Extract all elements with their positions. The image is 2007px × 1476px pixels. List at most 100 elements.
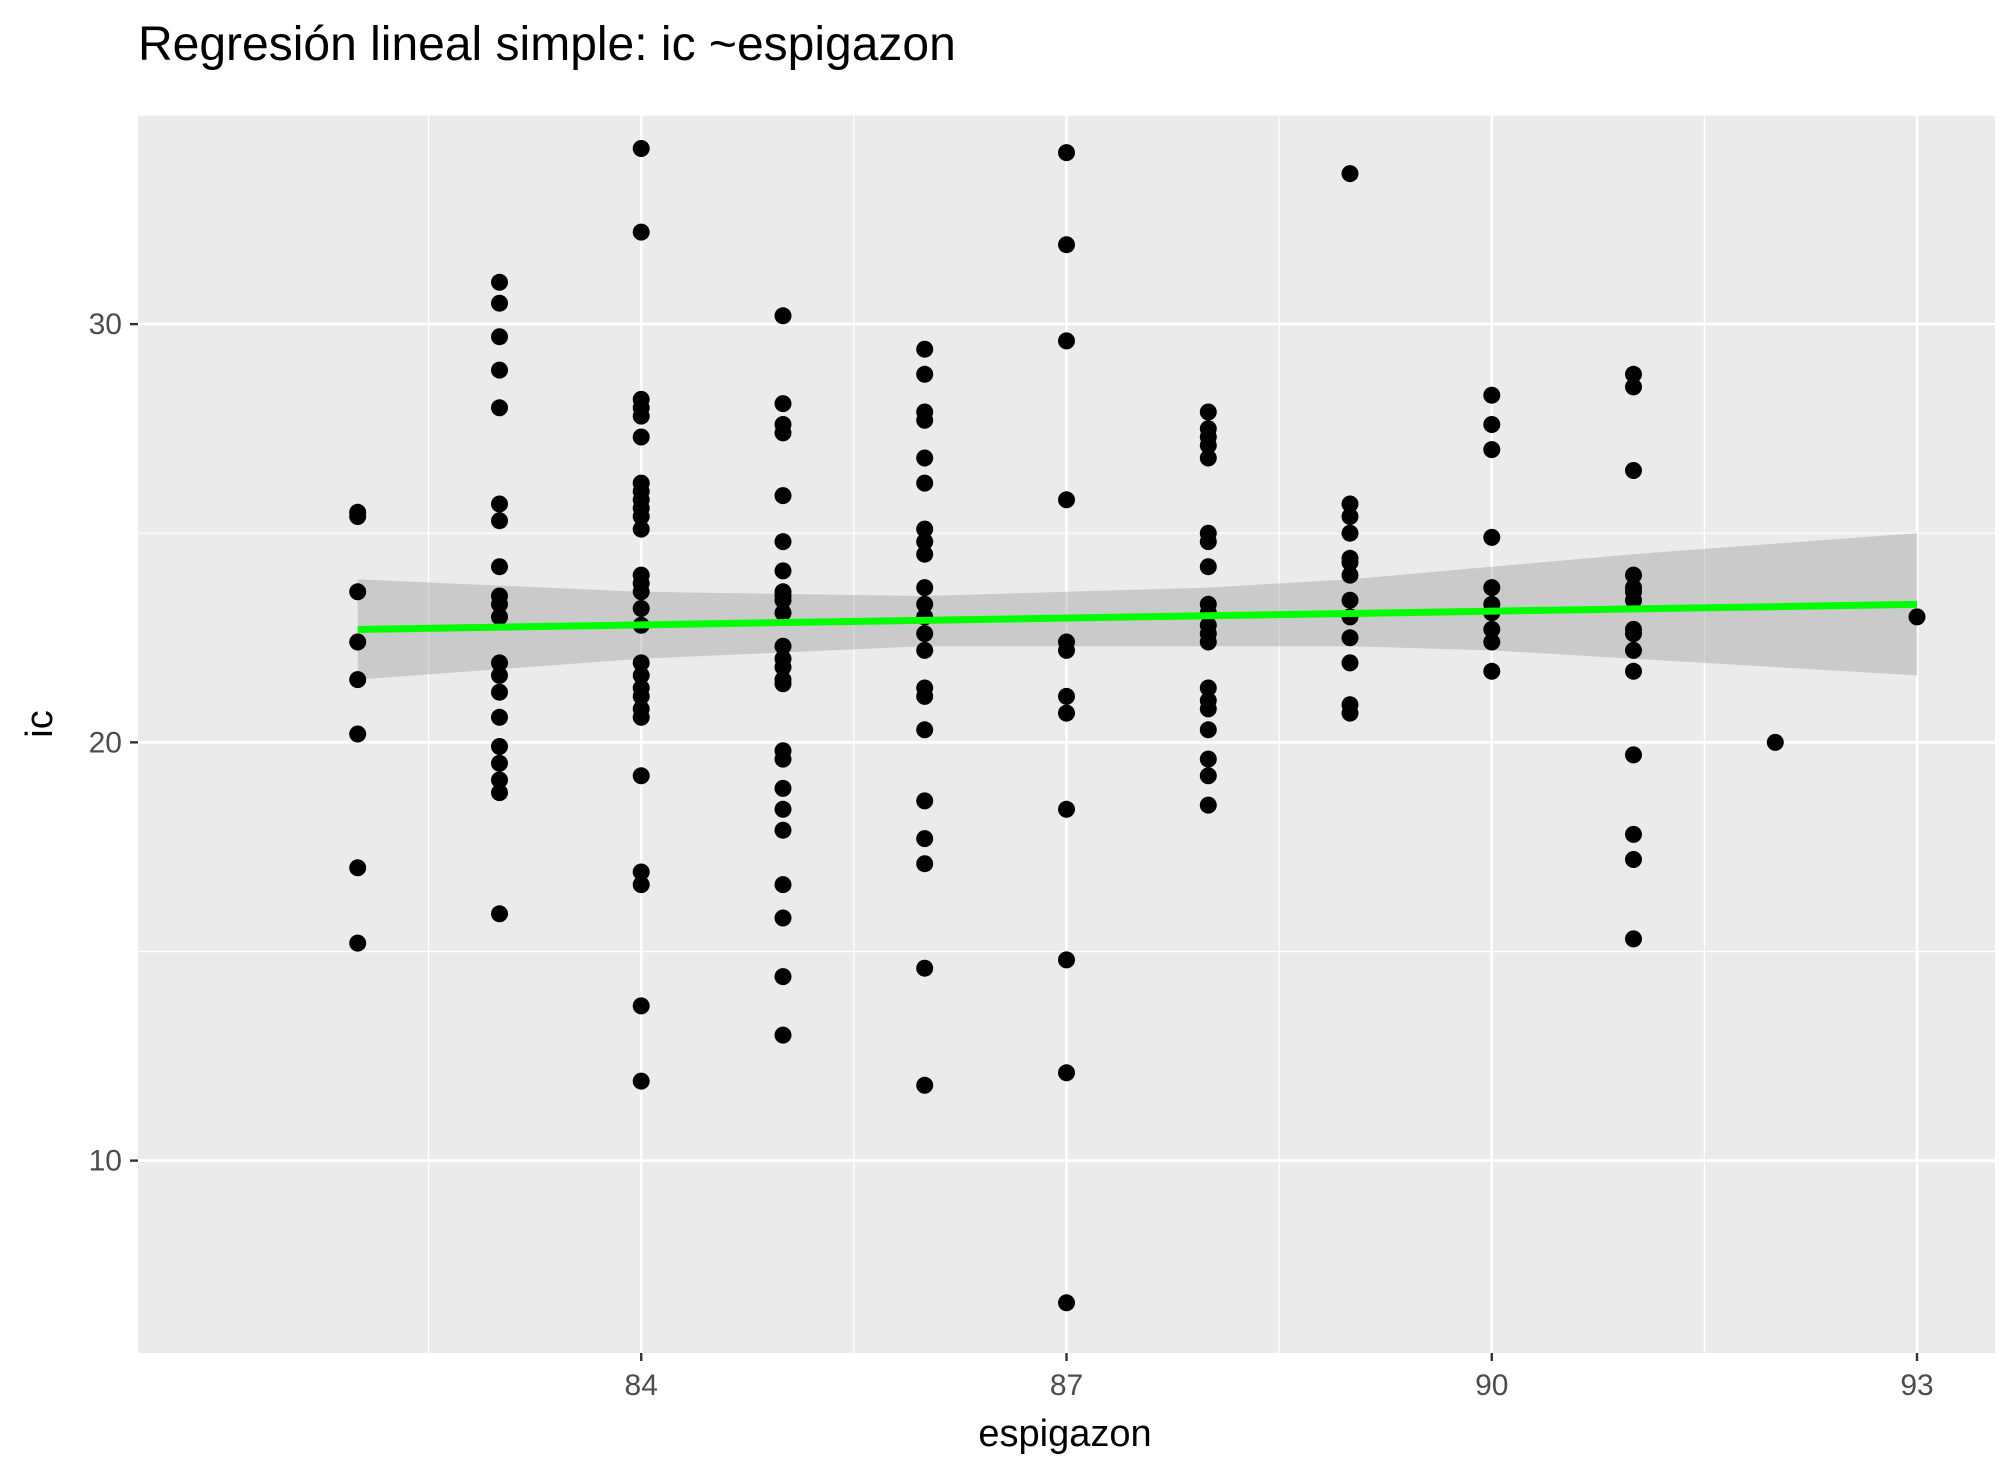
data-point <box>774 591 792 609</box>
data-point <box>1483 579 1501 597</box>
data-point <box>774 658 792 676</box>
x-tick-label: 93 <box>1900 1369 1933 1402</box>
data-point <box>349 859 367 877</box>
regression-line <box>357 600 1918 633</box>
data-point <box>1483 633 1501 651</box>
data-point <box>916 533 934 551</box>
data-point <box>1199 436 1217 454</box>
data-point <box>774 487 792 505</box>
data-point <box>1341 495 1359 513</box>
data-point <box>349 934 367 952</box>
data-point <box>632 583 650 601</box>
data-point <box>1483 386 1501 404</box>
y-axis-ticks: 10 20 30 <box>89 308 138 1178</box>
data-point <box>1341 566 1359 584</box>
data-point <box>632 600 650 617</box>
data-point <box>1199 533 1217 551</box>
data-point <box>774 395 792 413</box>
data-point <box>491 361 508 379</box>
x-axis-ticks: 84 87 90 93 <box>625 1353 1934 1402</box>
data-point <box>1766 733 1784 751</box>
x-tick-label: 84 <box>625 1369 658 1402</box>
data-point <box>774 424 792 442</box>
data-point <box>1199 796 1217 814</box>
data-point <box>491 328 508 346</box>
data-point <box>916 1076 934 1094</box>
data-point <box>632 654 650 672</box>
data-point <box>916 411 934 429</box>
data-point <box>632 428 650 446</box>
data-point <box>349 725 367 743</box>
data-point <box>1341 524 1359 542</box>
data-point <box>1058 491 1075 509</box>
data-point <box>916 792 934 810</box>
data-point <box>1625 365 1642 383</box>
data-point <box>349 508 367 525</box>
data-point <box>632 508 650 525</box>
data-point <box>632 407 650 425</box>
data-point <box>349 583 367 601</box>
data-point <box>1058 1064 1075 1082</box>
data-point <box>349 671 367 689</box>
data-point <box>916 520 934 538</box>
data-point <box>491 784 508 802</box>
data-point <box>632 876 650 894</box>
data-point <box>1199 558 1217 576</box>
data-point <box>1341 554 1359 571</box>
data-point <box>1483 441 1501 459</box>
data-point <box>632 708 650 726</box>
data-point <box>1058 687 1075 705</box>
data-point <box>1199 721 1217 739</box>
data-point <box>774 821 792 839</box>
data-point <box>1625 625 1642 643</box>
y-tick-label: 30 <box>89 308 122 341</box>
data-point <box>916 959 934 977</box>
data-points <box>349 140 1926 1312</box>
data-point <box>774 1026 792 1044</box>
data-point <box>491 558 508 576</box>
data-point <box>1058 800 1075 818</box>
data-point <box>632 666 650 684</box>
data-point <box>1199 633 1217 651</box>
data-point <box>632 1072 650 1090</box>
data-point <box>1908 608 1926 626</box>
data-point <box>774 779 792 797</box>
data-point <box>491 654 508 672</box>
confidence-band <box>357 533 1918 680</box>
data-point <box>632 997 650 1015</box>
data-point <box>632 767 650 785</box>
data-point <box>491 666 508 684</box>
y-tick-label: 10 <box>89 1145 122 1178</box>
data-point <box>491 754 508 772</box>
data-point <box>491 683 508 701</box>
data-point <box>1625 591 1642 609</box>
data-point <box>632 863 650 881</box>
data-point <box>916 721 934 739</box>
data-point <box>1341 508 1359 525</box>
data-point <box>491 771 508 789</box>
x-axis-label: espigazon <box>978 1413 1151 1455</box>
data-point <box>916 687 934 705</box>
data-point <box>1625 462 1642 479</box>
data-point <box>1625 662 1642 680</box>
data-point <box>916 474 934 492</box>
data-point <box>1625 746 1642 764</box>
x-tick-label: 90 <box>1475 1369 1508 1402</box>
data-point <box>774 675 792 693</box>
data-point <box>1199 403 1217 421</box>
data-point <box>1625 825 1642 843</box>
data-point <box>1625 641 1642 659</box>
data-point <box>491 294 508 312</box>
data-point <box>774 909 792 927</box>
data-point <box>1199 750 1217 768</box>
data-point <box>774 533 792 551</box>
data-point <box>1058 236 1075 254</box>
data-point <box>1483 662 1501 680</box>
data-point <box>1625 851 1642 868</box>
data-point <box>1199 679 1217 697</box>
data-point <box>491 273 508 291</box>
data-point <box>632 687 650 705</box>
data-point <box>1483 528 1501 546</box>
data-point <box>916 830 934 848</box>
